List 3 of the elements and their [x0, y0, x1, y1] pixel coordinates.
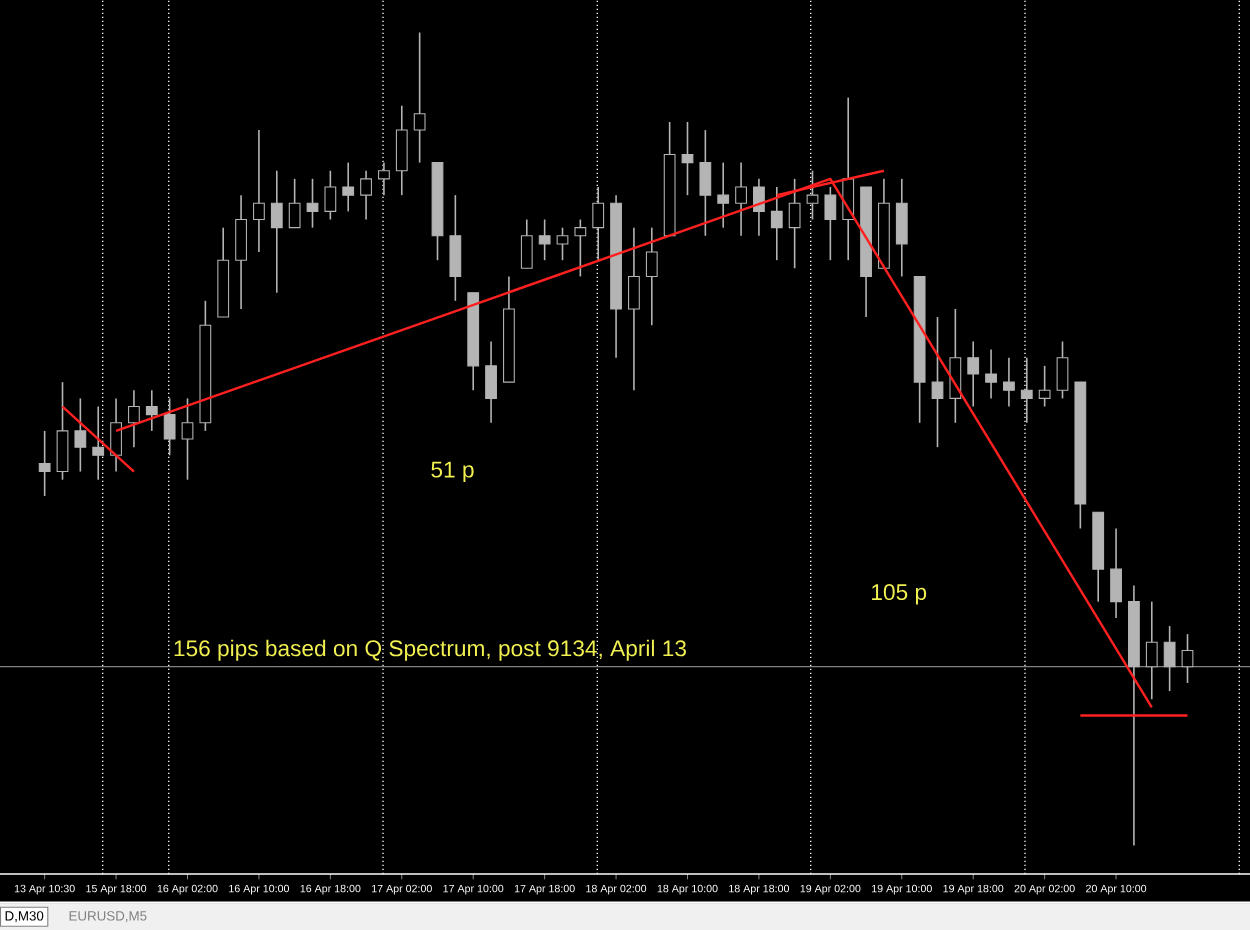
annotation: 51 p — [431, 461, 474, 483]
annotation: 156 pips based on Q Spectrum, post 9134, April 13 — [174, 639, 686, 661]
annotation: 105 p — [872, 584, 927, 605]
